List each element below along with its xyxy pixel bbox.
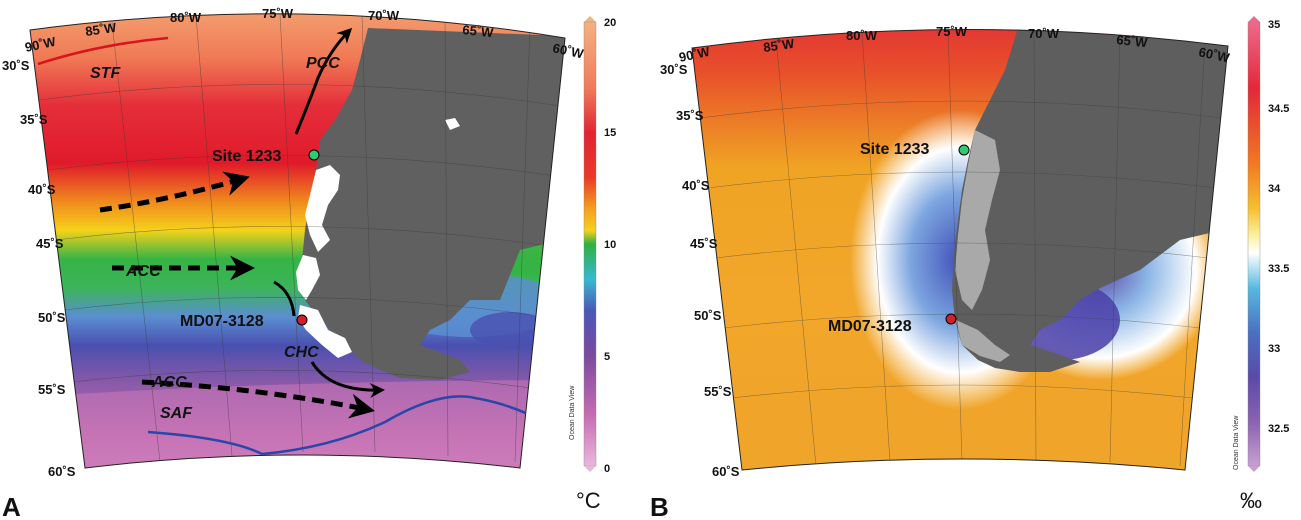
current-label-acc-north: ACC: [125, 263, 161, 280]
colorbar-a-tick-15: 15: [604, 127, 616, 139]
current-label-chc: CHC: [284, 344, 319, 361]
site-md07-3128-label-b: MD07-3128: [828, 318, 912, 335]
lon-label-75w-b: 75˚W: [936, 24, 968, 39]
colorbar-b-tick-34-5: 34.5: [1268, 103, 1289, 115]
lat-label-50s: 50˚S: [38, 310, 66, 325]
panel-label-a: A: [2, 492, 21, 520]
land-mass: [296, 28, 565, 380]
colorbar-b: 35 34.5 34 33.5 33 32.5 Ocean Data View …: [1233, 16, 1289, 513]
colorbar-a-tick-5: 5: [604, 351, 610, 363]
site-1233-marker: [308, 149, 320, 161]
stf-front-line: [37, 36, 169, 66]
colorbar-b-tick-33: 33: [1268, 343, 1280, 355]
site-1233-label-b: Site 1233: [860, 141, 929, 158]
lon-label-90w: 90˚W: [24, 34, 58, 55]
land-mass-b: [952, 29, 1228, 372]
colorbar-b-tick-33-5: 33.5: [1268, 263, 1289, 275]
colorbar-a-tick-10: 10: [604, 239, 616, 251]
site-1233-label: Site 1233: [212, 148, 281, 165]
lon-label-80w-b: 80˚W: [846, 28, 878, 43]
lon-label-65w-b: 65˚W: [1116, 32, 1149, 50]
lat-label-60s-b: 60˚S: [712, 464, 740, 479]
panel-label-b: B: [650, 492, 669, 520]
site-md07-3128-marker-b: [945, 313, 957, 325]
lon-label-85w-b: 85˚W: [762, 36, 796, 55]
site-md07-3128-label: MD07-3128: [180, 313, 264, 330]
lon-label-90w-b: 90˚W: [678, 44, 712, 65]
map-frame-a: [29, 13, 566, 469]
lon-label-80w: 80˚W: [170, 10, 202, 25]
lon-label-60w: 60˚W: [551, 40, 585, 61]
lat-label-45s: 45˚S: [36, 236, 64, 251]
acc-south-arrow: [141, 379, 375, 419]
colorbar-a: 20 15 10 5 0 Ocean Data View °C: [569, 16, 616, 513]
lat-label-35s-b: 35˚S: [676, 108, 704, 123]
lat-label-55s-b: 55˚S: [704, 384, 732, 399]
lat-label-35s: 35˚S: [20, 112, 48, 127]
lon-label-65w: 65˚W: [462, 22, 495, 40]
lat-label-50s-b: 50˚S: [694, 308, 722, 323]
colorbar-b-watermark: Ocean Data View: [1233, 415, 1240, 470]
current-label-pcc: PCC: [306, 55, 340, 72]
lat-label-30s: 30˚S: [2, 58, 30, 73]
map-frame-b: [691, 29, 1229, 471]
lon-label-70w: 70˚W: [368, 8, 400, 23]
lon-label-85w: 85˚W: [84, 20, 118, 39]
colorbar-b-unit: ‰: [1240, 488, 1262, 513]
chc-upper-arrow: [273, 280, 296, 317]
lat-label-55s: 55˚S: [38, 382, 66, 397]
lat-label-60s: 60˚S: [48, 464, 76, 479]
colorbar-b-tick-35: 35: [1268, 19, 1280, 31]
lat-label-45s-b: 45˚S: [690, 236, 718, 251]
colorbar-a-watermark: Ocean Data View: [569, 385, 576, 440]
panel-a-temperature-map: STF PCC ACC ACC CHC SAF Site 1233 MD07-3…: [2, 6, 616, 520]
colorbar-b-tick-32-5: 32.5: [1268, 423, 1289, 435]
colorbar-b-tick-34: 34: [1268, 183, 1281, 195]
site-1233-marker-b: [958, 144, 970, 156]
lon-label-75w: 75˚W: [262, 6, 294, 21]
lat-label-40s-b: 40˚S: [682, 178, 710, 193]
current-label-saf: SAF: [160, 405, 193, 422]
colorbar-a-unit: °C: [576, 488, 601, 513]
current-label-stf: STF: [90, 65, 121, 82]
lat-label-40s: 40˚S: [28, 182, 56, 197]
chc-lower-arrow: [310, 361, 385, 398]
saf-front-line: [147, 395, 541, 456]
panel-b-salinity-map: Site 1233 MD07-3128 90˚W 85˚W 80˚W 75˚W …: [650, 16, 1289, 520]
lat-label-30s-b: 30˚S: [660, 62, 688, 77]
lon-label-70w-b: 70˚W: [1028, 26, 1060, 41]
pcc-arrow: [294, 27, 353, 135]
colorbar-a-tick-0: 0: [604, 463, 610, 475]
colorbar-a-tick-20: 20: [604, 17, 616, 29]
lon-label-60w-b: 60˚W: [1197, 44, 1231, 65]
site-md07-3128-marker: [296, 314, 308, 326]
current-label-acc-south: ACC: [151, 374, 187, 391]
